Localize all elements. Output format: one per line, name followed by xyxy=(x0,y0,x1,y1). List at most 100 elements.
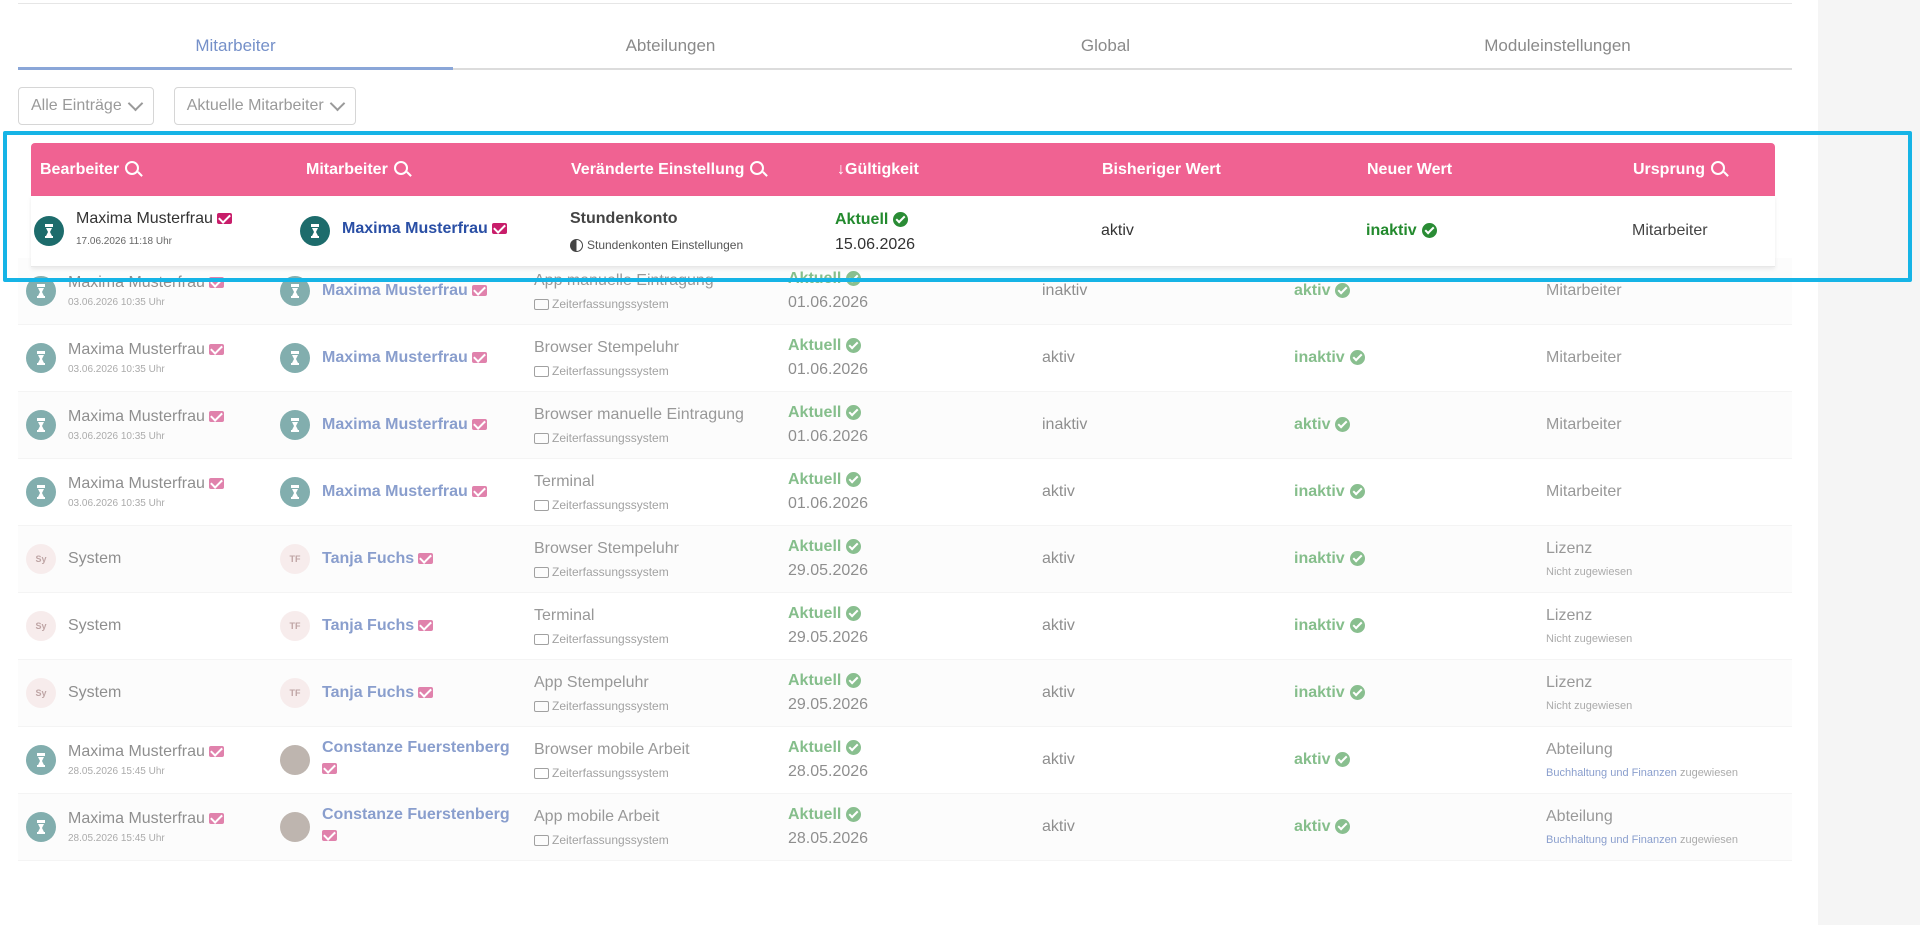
header-validity[interactable]: ↓Gültigkeit xyxy=(837,161,919,178)
origin-cell: Mitarbeiter xyxy=(1546,459,1786,525)
old-value-cell: aktiv xyxy=(1042,794,1282,860)
header-employee[interactable]: Mitarbeiter xyxy=(306,143,408,196)
employee-link[interactable]: Constanze Fuerstenberg xyxy=(322,739,510,775)
editor-time: 28.05.2026 15:45 Uhr xyxy=(68,833,165,844)
employee-link[interactable]: Tanja Fuchs xyxy=(322,550,434,568)
editor-time: 28.05.2026 15:45 Uhr xyxy=(68,766,165,777)
mail-icon[interactable] xyxy=(208,411,224,423)
editor-cell: Maxima Musterfrau 03.06.2026 10:35 Uhr xyxy=(26,392,276,458)
old-value: inaktiv xyxy=(1042,282,1088,299)
editor-cell: Maxima Musterfrau 28.05.2026 15:45 Uhr xyxy=(26,727,276,793)
header-editor[interactable]: Bearbeiter xyxy=(40,143,140,196)
mail-icon[interactable] xyxy=(322,830,337,842)
origin-sub: Buchhaltung und Finanzen zugewiesen xyxy=(1546,834,1739,846)
employee-link[interactable]: Maxima Musterfrau xyxy=(322,349,487,367)
mail-icon[interactable] xyxy=(471,352,487,364)
table-row[interactable]: Sy System TF Tanja Fuchs Browser Stempeluhr Z… xyxy=(18,526,1792,593)
table-row[interactable]: Maxima Musterfrau 28.05.2026 15:45 Uhr Con… xyxy=(18,794,1792,861)
mail-icon[interactable] xyxy=(418,620,434,632)
avatar xyxy=(26,343,56,373)
new-value: inaktiv xyxy=(1294,550,1365,568)
editor-name: Maxima Musterfrau xyxy=(68,810,224,828)
setting-sub: Zeiterfassungssystem xyxy=(534,431,669,445)
origin-sub: Buchhaltung und Finanzen zugewiesen xyxy=(1546,767,1739,779)
search-icon[interactable] xyxy=(1711,160,1725,175)
new-value-cell: inaktiv xyxy=(1294,526,1534,592)
employee-link[interactable]: Maxima Musterfrau xyxy=(322,483,487,501)
tab-global[interactable]: Global xyxy=(1080,36,1131,55)
origin-value: Mitarbeiter xyxy=(1546,349,1622,366)
employee-cell: TF Tanja Fuchs xyxy=(280,526,530,592)
mail-icon[interactable] xyxy=(216,213,232,225)
department-link[interactable]: Buchhaltung und Finanzen xyxy=(1546,834,1677,846)
header-origin[interactable]: Ursprung xyxy=(1633,143,1725,196)
mail-icon[interactable] xyxy=(208,344,224,356)
header-new-value: Neuer Wert xyxy=(1367,161,1453,178)
department-link[interactable]: Buchhaltung und Finanzen xyxy=(1546,767,1677,779)
validity-date: 01.06.2026 xyxy=(788,495,869,512)
tab-abteilungen[interactable]: Abteilungen xyxy=(625,36,716,55)
origin-cell: Mitarbeiter xyxy=(1546,325,1786,391)
avatar xyxy=(26,812,56,842)
mail-icon[interactable] xyxy=(322,763,337,775)
employee-link[interactable]: Tanja Fuchs xyxy=(322,684,434,702)
mail-icon[interactable] xyxy=(208,746,224,758)
employee-link[interactable]: Maxima Musterfrau xyxy=(322,416,487,434)
search-icon[interactable] xyxy=(750,160,765,175)
origin-cell: Abteilung Buchhaltung und Finanzen zugewi… xyxy=(1546,727,1786,793)
employee-link[interactable]: Maxima Musterfrau xyxy=(322,282,487,300)
employee-link[interactable]: Maxima Musterfrau xyxy=(342,220,507,238)
employees-filter-dropdown[interactable]: Aktuelle Mitarbeiter xyxy=(173,87,356,125)
tab-mitarbeiter[interactable]: Mitarbeiter xyxy=(18,28,453,70)
origin-cell: Lizenz Nicht zugewiesen xyxy=(1546,593,1786,659)
avatar xyxy=(34,216,64,246)
table-row[interactable]: Maxima Musterfrau 03.06.2026 10:35 Uhr Max… xyxy=(18,392,1792,459)
setting-sub: Zeiterfassungssystem xyxy=(534,632,669,646)
origin-value: Lizenz xyxy=(1546,674,1593,691)
employee-cell: Constanze Fuerstenberg xyxy=(280,794,530,860)
mail-icon[interactable] xyxy=(491,223,507,235)
table-row[interactable]: Maxima Musterfrau 28.05.2026 15:45 Uhr Con… xyxy=(18,727,1792,794)
entries-filter-dropdown[interactable]: Alle Einträge xyxy=(18,87,154,125)
mail-icon[interactable] xyxy=(208,478,224,490)
check-circle-icon xyxy=(846,673,862,689)
mail-icon[interactable] xyxy=(418,553,434,565)
table-row[interactable]: Sy System TF Tanja Fuchs App Stempeluhr Zeite… xyxy=(18,660,1792,727)
device-icon xyxy=(534,768,549,780)
check-circle-icon xyxy=(1335,283,1351,299)
employee-link[interactable]: Constanze Fuerstenberg xyxy=(322,806,510,842)
old-value-cell: inaktiv xyxy=(1042,258,1282,324)
new-value-cell: inaktiv xyxy=(1294,325,1534,391)
origin-cell: Lizenz Nicht zugewiesen xyxy=(1546,660,1786,726)
table-row-highlighted[interactable]: Maxima Musterfrau 17.06.2026 11:18 Uhr M… xyxy=(31,196,1775,267)
editor-name: Maxima Musterfrau xyxy=(76,210,232,228)
search-icon[interactable] xyxy=(125,160,140,175)
employee-link[interactable]: Tanja Fuchs xyxy=(322,617,434,635)
check-circle-icon xyxy=(846,539,862,555)
validity-date: 15.06.2026 xyxy=(835,236,916,253)
table-row[interactable]: Sy System TF Tanja Fuchs Terminal Zeiterfassu… xyxy=(18,593,1792,660)
avatar xyxy=(280,410,310,440)
old-value: aktiv xyxy=(1042,550,1075,567)
new-value: inaktiv xyxy=(1294,617,1365,635)
check-circle-icon xyxy=(1335,819,1351,835)
editor-name: System xyxy=(68,550,122,567)
table-row[interactable]: Maxima Musterfrau 03.06.2026 10:35 Uhr Max… xyxy=(18,459,1792,526)
mail-icon[interactable] xyxy=(208,813,224,825)
new-value-cell: inaktiv xyxy=(1294,459,1534,525)
table-row[interactable]: Maxima Musterfrau 03.06.2026 10:35 Uhr Max… xyxy=(18,325,1792,392)
search-icon[interactable] xyxy=(393,160,408,175)
mail-icon[interactable] xyxy=(471,285,487,297)
avatar-photo xyxy=(280,745,310,775)
mail-icon[interactable] xyxy=(471,486,487,498)
setting-cell: Browser mobile Arbeit Zeiterfassungssyste… xyxy=(534,727,784,793)
check-circle-icon xyxy=(1335,417,1351,433)
tab-moduleinstellungen[interactable]: Moduleinstellungen xyxy=(1484,36,1631,55)
device-icon xyxy=(534,299,549,311)
mail-icon[interactable] xyxy=(418,687,434,699)
header-setting[interactable]: Veränderte Einstellung xyxy=(571,143,765,196)
mail-icon[interactable] xyxy=(208,277,224,289)
mail-icon[interactable] xyxy=(471,419,487,431)
new-value-cell: inaktiv xyxy=(1294,660,1534,726)
setting-title: Browser Stempeluhr xyxy=(534,339,679,356)
